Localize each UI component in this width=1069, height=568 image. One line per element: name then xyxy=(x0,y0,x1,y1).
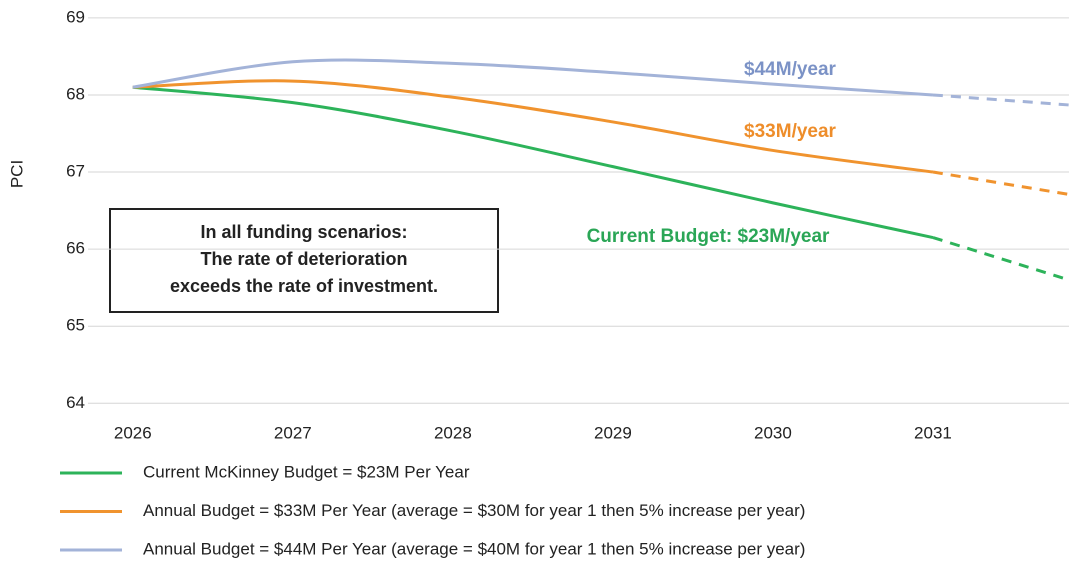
y-tick-label: 67 xyxy=(66,162,85,181)
annotation: $44M/year xyxy=(744,59,837,80)
y-tick-label: 69 xyxy=(66,7,85,26)
note-box xyxy=(109,208,499,313)
y-tick-label: 68 xyxy=(66,84,85,103)
x-tick-label: 2026 xyxy=(114,423,152,442)
series-line xyxy=(932,93,1069,107)
legend-label: Annual Budget = $33M Per Year (average =… xyxy=(143,501,805,520)
x-tick-label: 2028 xyxy=(434,423,472,442)
series-line xyxy=(132,58,934,97)
note-line: exceeds the rate of investment. xyxy=(170,276,438,296)
x-tick-label: 2027 xyxy=(274,423,312,442)
y-tick-label: 65 xyxy=(66,316,85,335)
series-line xyxy=(132,79,934,174)
x-tick-label: 2029 xyxy=(594,423,632,442)
legend-label: Current McKinney Budget = $23M Per Year xyxy=(143,462,470,481)
y-tick-label: 66 xyxy=(66,239,85,258)
x-tick-label: 2030 xyxy=(754,423,792,442)
series-line xyxy=(932,170,1069,196)
annotation: $33M/year xyxy=(744,121,837,142)
series-line xyxy=(132,85,934,240)
x-tick-label: 2031 xyxy=(914,423,952,442)
note-line: The rate of deterioration xyxy=(200,249,407,269)
note-line: In all funding scenarios: xyxy=(200,222,407,242)
y-tick-label: 64 xyxy=(66,393,85,412)
legend-label: Annual Budget = $44M Per Year (average =… xyxy=(143,539,805,558)
annotation: Current Budget: $23M/year xyxy=(587,226,830,247)
y-axis-label: PCI xyxy=(7,160,26,188)
series-line xyxy=(932,236,1069,282)
